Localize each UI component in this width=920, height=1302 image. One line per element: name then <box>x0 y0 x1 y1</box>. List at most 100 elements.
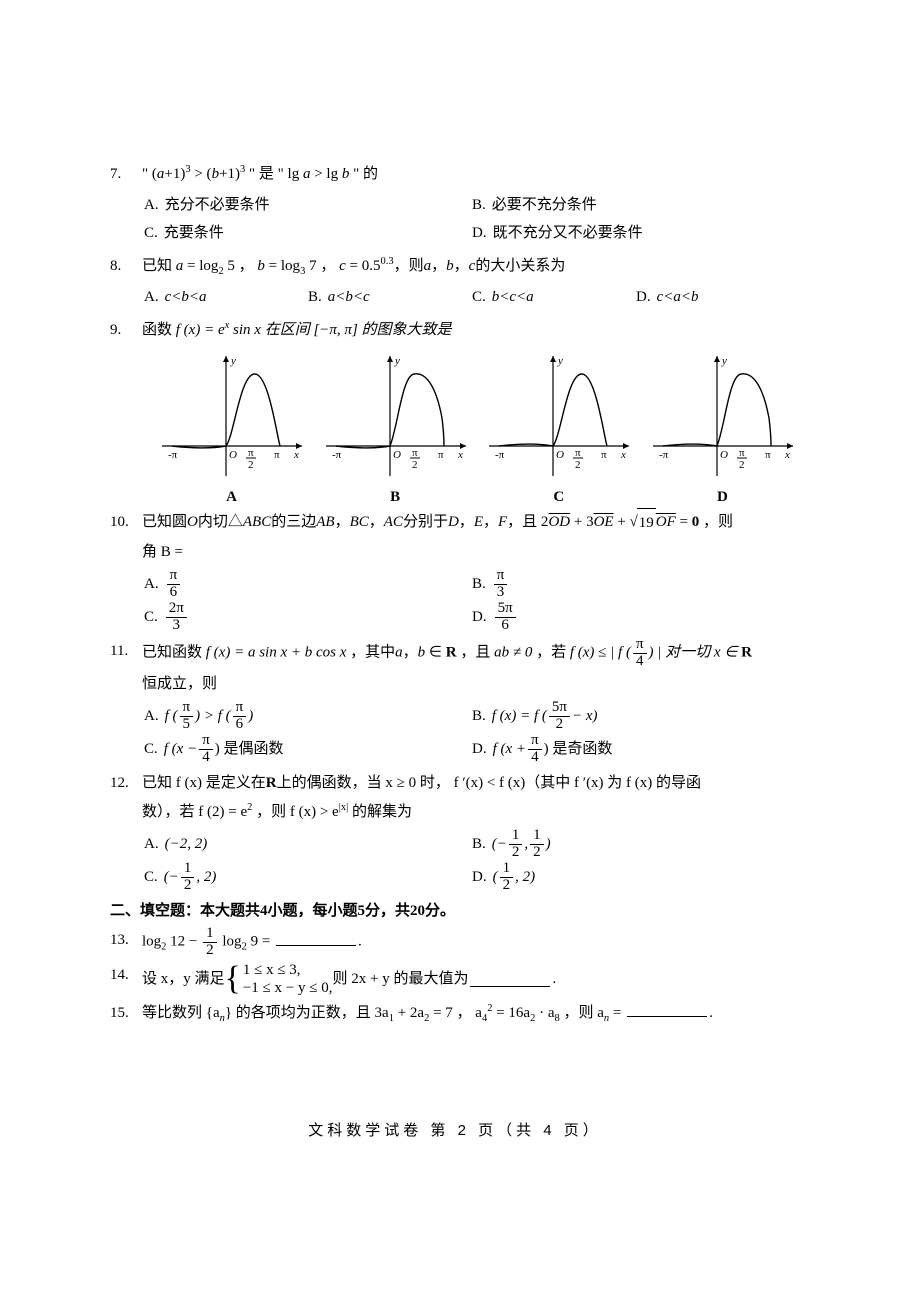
q9-number: 9. <box>110 316 142 345</box>
question-13: 13. log2 12 − 12 log2 9 = . <box>110 926 800 959</box>
t: R <box>266 775 277 791</box>
svg-text:O: O <box>393 449 401 461</box>
question-10: 10. 已知圆O内切△ABC的三边AB，BC，AC分别于D，E，F，且 2OD … <box>110 508 800 566</box>
t: f (x) ≤ | f ( <box>570 645 631 661</box>
t: = 16a <box>492 1005 530 1021</box>
t: = 7 ， a <box>429 1005 482 1021</box>
t: 已知 <box>142 258 172 274</box>
q8-options: A.c<b<a B.a<b<c C.b<c<a D.c<a<b <box>110 283 800 312</box>
svg-text:-π: -π <box>659 449 669 461</box>
t: O <box>187 514 198 530</box>
t: } 的各项均为正数，且 3a <box>225 1005 389 1021</box>
label-d: D <box>645 489 800 506</box>
t: ， <box>335 514 350 530</box>
page: 7. " (a+1)3 > (b+1)3 " 是 " lg a > lg b "… <box>0 0 920 1302</box>
graph-d: -π O π2 π x y D <box>645 346 800 506</box>
t: 已知函数 <box>142 645 206 661</box>
t: > ( <box>191 166 212 182</box>
q7-opt-d: D.既不充分又不必要条件 <box>472 219 800 248</box>
q10-opt-a: A.π6 <box>144 568 472 601</box>
q11-stem: 已知函数 f (x) = a sin x + b cos x ，其中a，b ∈ … <box>142 637 800 698</box>
t: " 的 <box>349 166 378 182</box>
question-15: 15. 等比数列 {an} 的各项均为正数，且 3a1 + 2a2 = 7 ， … <box>110 999 800 1029</box>
q10-opt-d: D.5π6 <box>472 601 800 634</box>
q14-number: 14. <box>110 961 142 990</box>
svg-text:π: π <box>438 449 444 461</box>
t: ，且 2 <box>507 514 548 530</box>
t: R <box>446 645 457 661</box>
q12-options: A.(−2, 2) B. (−12, 12) C. (−12, 2) D. (1… <box>110 828 800 893</box>
t: " 是 " lg <box>245 166 303 182</box>
vec-oe: OE <box>594 514 614 530</box>
k: C. <box>144 219 164 248</box>
q13-number: 13. <box>110 926 142 955</box>
v: 充要条件 <box>164 219 224 248</box>
graph-c-svg: -π O π2 π x y <box>481 346 636 486</box>
graph-a-svg: -π O π2 π x y <box>154 346 309 486</box>
svg-text:2: 2 <box>412 459 418 471</box>
v: c<a<b <box>657 283 699 312</box>
q11-number: 11. <box>110 637 142 666</box>
svg-text:π: π <box>412 447 418 459</box>
t: b <box>212 166 220 182</box>
t: 的解集为 <box>348 804 412 820</box>
t: ，其中 <box>346 645 395 661</box>
graph-a: -π O π2 π x y A <box>154 346 309 506</box>
t: ，则 f (x) > e <box>252 804 338 820</box>
t: 7 <box>305 258 316 274</box>
page-footer: 文科数学试卷 第 2 页（共 4 页） <box>110 1119 800 1140</box>
t: 9 = <box>247 934 274 950</box>
t: + 3 <box>570 514 593 530</box>
svg-text:2: 2 <box>739 459 745 471</box>
t: b <box>257 258 265 274</box>
case2: −1 ≤ x − y ≤ 0, <box>243 979 333 997</box>
t: R <box>741 645 752 661</box>
t: = <box>676 514 692 530</box>
t: ) | 对一切 <box>649 645 714 661</box>
t: 内切△ <box>198 514 243 530</box>
label-a: A <box>154 489 309 506</box>
t: = <box>609 1005 625 1021</box>
q11-options: A. f (π5) > f (π6) B. f (x) = f (5π2 − x… <box>110 700 800 765</box>
q7-number: 7. <box>110 160 142 189</box>
svg-text:x: x <box>293 449 299 461</box>
t: sin x 在区间 [−π, π] 的图象大致是 <box>229 322 451 338</box>
t: 上的偶函数，当 x ≥ 0 时， f ′(x) < f (x)（其中 f ′(x… <box>277 775 701 791</box>
t: 的三边 <box>271 514 316 530</box>
t: D <box>448 514 459 530</box>
t: 5 <box>224 258 235 274</box>
t: ab ≠ 0 <box>494 645 532 661</box>
t: ，则 <box>394 258 424 274</box>
svg-text:O: O <box>720 449 728 461</box>
v: a<b<c <box>328 283 370 312</box>
t: +1) <box>164 166 185 182</box>
v: 既不充分又不必要条件 <box>493 219 643 248</box>
vec-od: OD <box>548 514 570 530</box>
svg-text:2: 2 <box>575 459 581 471</box>
svg-text:π: π <box>601 449 607 461</box>
t: ，则 <box>699 514 733 530</box>
question-11: 11. 已知函数 f (x) = a sin x + b cos x ，其中a，… <box>110 637 800 698</box>
t: 已知圆 <box>142 514 187 530</box>
svg-text:-π: -π <box>332 449 342 461</box>
t: f (x) = a sin x + b cos x <box>206 645 347 661</box>
t: f (x) = e <box>176 322 225 338</box>
question-12: 12. 已知 f (x) 是定义在R上的偶函数，当 x ≥ 0 时， f ′(x… <box>110 769 800 826</box>
svg-text:2: 2 <box>248 459 254 471</box>
svg-text:y: y <box>394 355 400 367</box>
t: a <box>424 258 432 274</box>
t: · a <box>535 1005 554 1021</box>
t: = log <box>265 258 300 274</box>
blank <box>470 971 550 987</box>
q8-stem: 已知 a = log2 5 ， b = log3 7 ， c = 0.50.3，… <box>142 252 800 282</box>
svg-text:O: O <box>229 449 237 461</box>
t: a <box>395 645 403 661</box>
k: B. <box>472 191 492 220</box>
q11-opt-a: A. f (π5) > f (π6) <box>144 700 472 733</box>
q7-options: A.充分不必要条件 B.必要不充分条件 C.充要条件 D.既不充分又不必要条件 <box>110 191 800 248</box>
t: c <box>469 258 476 274</box>
t: BC <box>350 514 369 530</box>
t: ∈ <box>425 645 446 661</box>
t: |x| <box>339 802 348 813</box>
svg-text:y: y <box>230 355 236 367</box>
